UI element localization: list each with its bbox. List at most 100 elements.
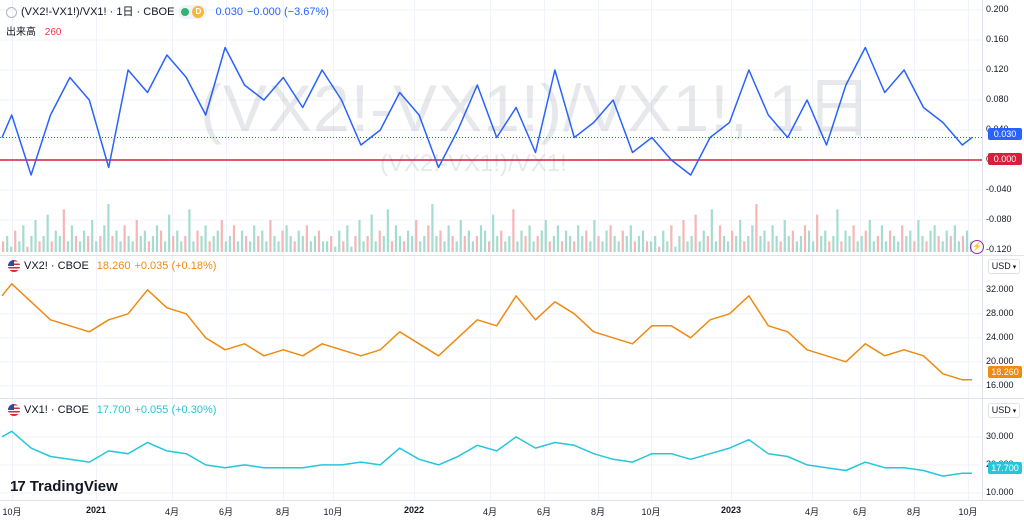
volume-bar bbox=[747, 236, 750, 252]
volume-bar bbox=[374, 241, 377, 252]
volume-bar bbox=[297, 230, 300, 252]
volume-bar bbox=[370, 214, 373, 252]
volume-bar bbox=[451, 236, 454, 252]
tradingview-logo[interactable]: 17 TradingView bbox=[10, 478, 118, 495]
volume-bar bbox=[164, 241, 167, 252]
x-axis-tick-label: 4月 bbox=[482, 507, 498, 517]
volume-bar bbox=[273, 236, 276, 252]
volume-bar bbox=[382, 236, 385, 252]
volume-bar bbox=[475, 236, 479, 252]
volume-bar bbox=[637, 236, 641, 252]
volume-bar bbox=[726, 241, 730, 252]
volume-bar bbox=[617, 241, 620, 252]
volume-bar bbox=[411, 236, 414, 252]
volume-bar bbox=[897, 241, 900, 252]
vx2-price-tag: 18.260 bbox=[988, 366, 1022, 378]
vx2-title[interactable]: VX2! · CBOE bbox=[24, 260, 89, 272]
volume-bar bbox=[666, 241, 669, 252]
volume-bar bbox=[589, 241, 592, 252]
x-axis-tick-label: 10月 bbox=[958, 507, 978, 517]
volume-bars bbox=[2, 204, 973, 252]
volume-bar bbox=[26, 246, 29, 252]
volume-bar bbox=[46, 214, 49, 252]
vx2-value: 18.260 bbox=[96, 260, 131, 272]
volume-bar bbox=[820, 236, 823, 252]
main-title[interactable]: (VX2!-VX1!)/VX1! · 1日 · CBOE bbox=[21, 6, 175, 18]
volume-bar bbox=[953, 225, 956, 252]
volume-bar bbox=[650, 241, 653, 252]
volume-bar bbox=[103, 225, 106, 252]
volume-bar bbox=[212, 236, 215, 252]
volume-bar bbox=[378, 230, 381, 252]
volume-bar bbox=[58, 236, 61, 252]
x-axis-tick-label: 6月 bbox=[218, 507, 234, 517]
tradingview-mark-icon: 17 bbox=[10, 478, 26, 495]
main-change: −0.000 (−3.67%) bbox=[246, 6, 329, 18]
x-axis-tick-label: 8月 bbox=[906, 507, 922, 517]
volume-bar bbox=[293, 241, 296, 252]
y-axis-tick-label: 32.000 bbox=[986, 283, 1014, 294]
vx2-currency-selector[interactable]: USD bbox=[988, 259, 1020, 274]
volume-bar bbox=[884, 241, 888, 252]
x-axis-tick-label: 2022 bbox=[403, 505, 425, 515]
volume-bar bbox=[479, 225, 483, 252]
volume-bar bbox=[569, 236, 572, 252]
volume-bar bbox=[694, 214, 697, 252]
volume-bar bbox=[350, 246, 353, 252]
x-axis-tick-label: 8月 bbox=[590, 507, 606, 517]
volume-bar bbox=[658, 246, 661, 252]
volume-bar bbox=[771, 225, 774, 252]
volume-bar bbox=[548, 241, 551, 252]
volume-bar bbox=[471, 241, 474, 252]
volume-bar bbox=[321, 241, 325, 252]
main-legend[interactable]: (VX2!-VX1!)/VX1! · 1日 · CBOE D 0.030 −0.… bbox=[6, 5, 329, 19]
y-axis-tick-label: -0.120 bbox=[986, 244, 1012, 254]
lightning-icon[interactable]: ⚡ bbox=[970, 240, 984, 254]
volume-bar bbox=[208, 241, 211, 252]
volume-bar bbox=[654, 236, 657, 252]
volume-bar bbox=[621, 230, 624, 252]
volume-bar bbox=[301, 236, 304, 252]
volume-bar bbox=[609, 225, 612, 252]
volume-bar bbox=[735, 236, 738, 252]
volume-bar bbox=[731, 230, 734, 252]
volume-label: 出来高 bbox=[6, 27, 36, 38]
status-pill[interactable]: D bbox=[178, 5, 208, 19]
volume-bar bbox=[390, 241, 393, 252]
volume-bar bbox=[488, 241, 491, 252]
volume-bar bbox=[467, 230, 470, 252]
volume-bar bbox=[447, 225, 450, 252]
volume-bar bbox=[698, 241, 701, 252]
vx2-legend[interactable]: VX2! · CBOE 18.260 +0.035 (+0.18%) bbox=[8, 259, 216, 273]
volume-bar bbox=[14, 230, 17, 252]
volume-bar bbox=[334, 246, 337, 252]
vx1-currency-selector[interactable]: USD bbox=[988, 403, 1020, 418]
volume-bar bbox=[577, 225, 580, 252]
vx1-title[interactable]: VX1! · CBOE bbox=[24, 404, 89, 416]
volume-bar bbox=[836, 209, 839, 252]
zero-price-tag: 0.000 bbox=[988, 153, 1022, 165]
volume-bar bbox=[852, 225, 855, 252]
x-axis-tick-label: 2023 bbox=[720, 505, 742, 515]
volume-bar bbox=[795, 241, 798, 252]
volume-bar bbox=[909, 230, 912, 252]
volume-bar bbox=[358, 220, 361, 252]
volume-bar bbox=[176, 230, 179, 252]
volume-bar bbox=[168, 214, 171, 252]
volume-bar bbox=[868, 220, 871, 252]
volume-bar bbox=[74, 236, 78, 252]
volume-bar bbox=[828, 241, 831, 252]
volume-bar bbox=[394, 225, 398, 252]
volume-bar bbox=[714, 241, 717, 252]
volume-bar bbox=[945, 230, 948, 252]
volume-bar bbox=[743, 241, 746, 252]
volume-bar bbox=[763, 230, 766, 252]
vx1-legend[interactable]: VX1! · CBOE 17.700 +0.055 (+0.30%) bbox=[8, 403, 216, 417]
volume-bar bbox=[500, 230, 503, 252]
volume-bar bbox=[431, 204, 434, 252]
volume-bar bbox=[682, 220, 685, 252]
volume-bar bbox=[597, 236, 600, 252]
volume-legend[interactable]: 出来高 260 bbox=[6, 23, 67, 38]
x-axis-tick-label: 6月 bbox=[852, 507, 868, 517]
